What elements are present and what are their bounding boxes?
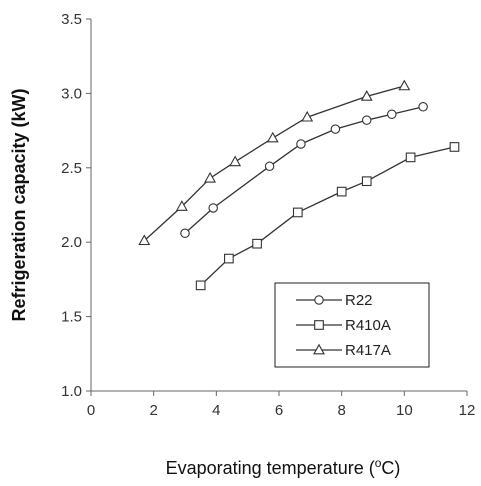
data-point-r22: [330, 124, 341, 134]
data-point-r410a: [361, 176, 372, 187]
legend-item-r410a: R410A: [296, 317, 391, 334]
data-point-r410a: [224, 253, 234, 264]
data-point-r410a: [195, 280, 206, 291]
data-point-r417a: [301, 110, 314, 122]
series-line-r410a: [200, 146, 455, 286]
x-axis-title-unit: C): [381, 458, 400, 478]
x-tick-label: 2: [149, 402, 157, 419]
y-tick-label: 1.0: [61, 383, 82, 400]
legend-item-r417a: R417A: [296, 342, 391, 359]
data-point-r417a: [229, 155, 242, 167]
data-point-r417a: [138, 234, 151, 246]
y-tick-label: 2.0: [61, 234, 82, 251]
data-point-r410a: [405, 152, 416, 163]
axes: 1.0 1.5 2.0 2.5 3.0 3.5 0 2 4 6 8 10 12: [61, 11, 475, 419]
series-layer: [138, 79, 460, 291]
legend-marker-r22: [314, 295, 324, 305]
legend-marker-r417a: [313, 343, 325, 355]
x-tick-label: 0: [87, 402, 95, 419]
series-r417a: [138, 79, 411, 246]
data-point-r410a: [292, 207, 303, 218]
legend-label-r410a: R410A: [345, 317, 391, 334]
x-tick-label: 4: [212, 402, 220, 419]
x-tick-label: 12: [459, 402, 476, 419]
legend: R22 R410A R417A: [274, 282, 430, 368]
legend-label-r417a: R417A: [345, 342, 391, 359]
data-point-r417a: [360, 90, 373, 101]
legend-item-r22: R22: [296, 292, 373, 309]
data-point-r417a: [204, 171, 217, 183]
y-tick-label: 2.5: [61, 160, 82, 177]
data-point-r417a: [266, 131, 279, 143]
y-tick-label: 1.5: [61, 309, 82, 326]
data-point-r22: [361, 115, 372, 125]
data-point-r417a: [398, 79, 411, 91]
legend-marker-r410a: [314, 320, 324, 330]
data-point-r417a: [175, 200, 188, 211]
data-point-r22: [180, 228, 190, 239]
data-point-r410a: [336, 186, 347, 197]
x-axis-title: Evaporating temperature (oC): [166, 456, 401, 478]
series-r410a: [195, 142, 460, 291]
data-point-r410a: [449, 142, 460, 152]
x-axis-title-main: Evaporating temperature (: [166, 458, 375, 478]
legend-label-r22: R22: [345, 292, 373, 309]
data-point-r22: [296, 139, 306, 149]
data-point-r22: [264, 161, 275, 172]
series-r22: [180, 102, 428, 239]
x-tick-label: 10: [396, 402, 413, 419]
data-point-r22: [387, 109, 397, 119]
data-point-r410a: [252, 238, 262, 249]
x-axis-title-superscript: o: [375, 456, 382, 470]
y-tick-label: 3.5: [61, 11, 82, 28]
data-point-r22: [208, 203, 218, 213]
y-axis-title: Refrigeration capacity (kW): [9, 88, 29, 321]
y-tick-label: 3.0: [61, 85, 82, 102]
x-tick-label: 6: [275, 402, 283, 419]
series-line-r417a: [143, 85, 405, 242]
data-point-r22: [418, 102, 428, 112]
x-tick-label: 8: [337, 402, 345, 419]
